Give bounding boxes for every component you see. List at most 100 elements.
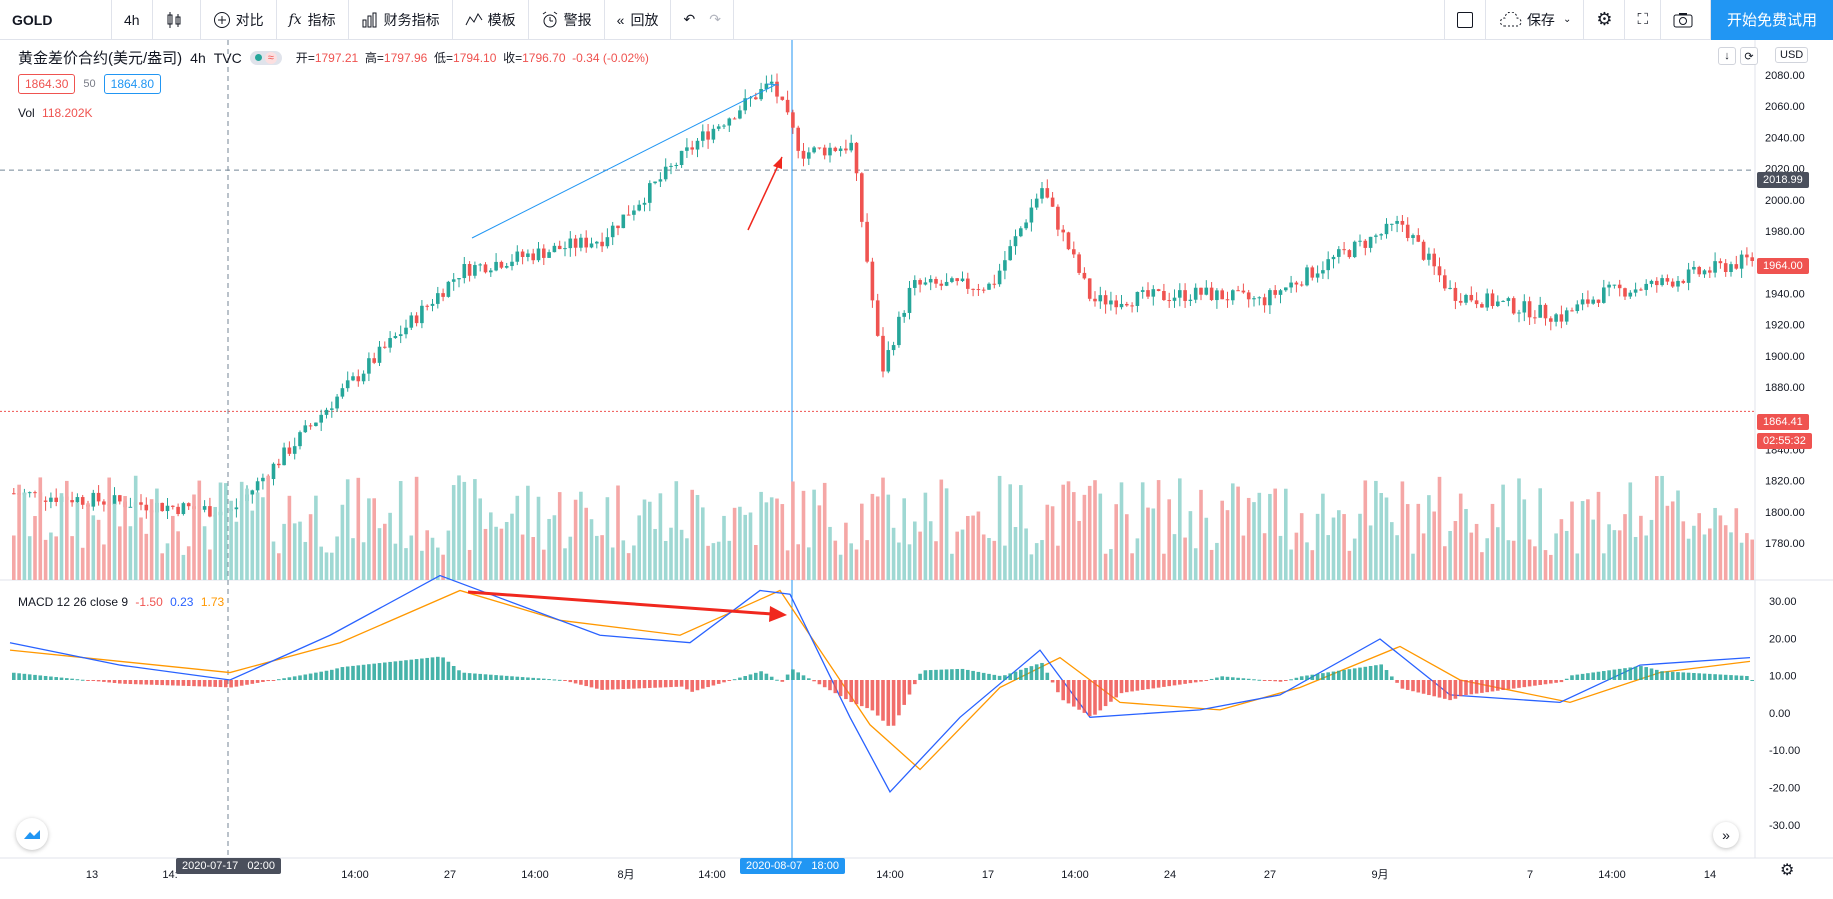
candle-body: [1140, 290, 1145, 292]
undo-icon[interactable]: ↶: [683, 11, 696, 27]
candle-body: [971, 288, 975, 290]
candle-body: [1596, 299, 1601, 303]
macd-histogram-bar: [807, 678, 811, 680]
macd-histogram-bar: [1458, 680, 1463, 697]
candle-body: [913, 280, 917, 288]
candle-body: [743, 98, 747, 111]
symbol-search-button[interactable]: GOLD: [0, 0, 112, 40]
macd-divergence-arrowhead: [769, 606, 787, 622]
macd-histogram-bar: [573, 680, 578, 684]
candle-body: [54, 497, 58, 502]
volume-bar: [1321, 493, 1325, 580]
chart-canvas[interactable]: 2080.002060.002040.002020.002000.001980.…: [0, 40, 1833, 899]
volume-bar: [489, 512, 493, 580]
interval-button[interactable]: 4h: [112, 0, 153, 40]
volume-bar: [504, 521, 509, 580]
macd-histogram-bar: [70, 678, 74, 680]
macd-histogram-bar: [398, 660, 403, 680]
chart-style-button[interactable]: [153, 0, 201, 40]
volume-bar: [213, 506, 217, 580]
candle-body: [727, 118, 732, 126]
change-value: -0.34 (-0.02%): [572, 51, 649, 65]
macd-histogram-bar: [934, 669, 938, 680]
candle-body: [277, 463, 281, 466]
macd-histogram-bar: [1660, 671, 1664, 680]
volume-bar: [33, 516, 37, 580]
candle-body: [918, 280, 922, 285]
volume-bar: [1140, 482, 1145, 580]
macd-histogram-bar: [955, 668, 959, 680]
macd-histogram-bar: [1702, 673, 1707, 680]
volume-bar: [351, 538, 355, 580]
scale-arrow-button[interactable]: ↓: [1718, 47, 1736, 65]
macd-histogram-bar: [139, 680, 143, 685]
sell-price-button[interactable]: 1864.30: [18, 74, 76, 94]
volume-bar: [1427, 495, 1431, 580]
candle-body: [1421, 241, 1426, 260]
candle-body: [976, 289, 981, 291]
volume-bar: [1586, 499, 1590, 580]
candle-body: [367, 358, 371, 374]
candle-body: [1602, 287, 1606, 303]
macd-histogram-bar: [144, 680, 149, 685]
volume-bar: [838, 554, 843, 580]
replay-button[interactable]: « 回放: [605, 0, 672, 40]
volume-bar: [282, 523, 286, 580]
time-tick-label: 14: [1704, 869, 1716, 881]
candle-body: [1464, 294, 1468, 303]
macd-histogram-bar: [330, 669, 334, 680]
candle-body: [489, 270, 493, 273]
scroll-to-realtime-button[interactable]: »: [1713, 822, 1739, 848]
tradingview-logo[interactable]: [16, 818, 48, 850]
layout-button[interactable]: [1443, 0, 1486, 40]
candle-body: [1559, 314, 1564, 322]
axis-settings-button[interactable]: ⚙: [1780, 860, 1794, 880]
candle-body: [1352, 241, 1357, 258]
candle-body: [1708, 270, 1712, 273]
volume-bar: [1639, 515, 1643, 580]
save-button[interactable]: 保存 ⌄: [1486, 0, 1585, 40]
volume-bar: [1734, 508, 1739, 580]
candle-body: [356, 376, 361, 382]
volume-bar: [950, 553, 954, 580]
volume-bar: [891, 527, 896, 580]
volume-bar: [844, 522, 848, 580]
currency-badge[interactable]: USD: [1775, 47, 1809, 63]
macd-histogram-bar: [1692, 672, 1696, 680]
redo-icon[interactable]: ↷: [709, 11, 721, 27]
macd-histogram-bar: [1559, 680, 1564, 683]
macd-histogram-bar: [467, 673, 472, 680]
candle-body: [1273, 290, 1277, 295]
candle-body: [1739, 254, 1744, 269]
volume-bar: [600, 535, 604, 580]
volume-bar: [1416, 503, 1421, 580]
candle-body: [1570, 310, 1574, 312]
buy-price-button[interactable]: 1864.80: [103, 74, 162, 94]
macd-histogram-bar: [335, 668, 339, 680]
candle-body: [870, 261, 875, 301]
candle-body: [314, 422, 318, 426]
macd-histogram-bar: [1156, 680, 1161, 688]
macd-histogram-bar: [446, 661, 451, 680]
macd-histogram-bar: [1649, 668, 1654, 680]
financials-button[interactable]: 财务指标: [349, 0, 453, 40]
candle-body: [80, 497, 85, 505]
volume-bar: [796, 544, 800, 580]
macd-histogram-bar: [1098, 680, 1103, 711]
candle-body: [1321, 270, 1325, 274]
price-tick-label: 1980.00: [1765, 226, 1805, 238]
templates-button[interactable]: 模板: [453, 0, 529, 40]
fullscreen-button[interactable]: ⛶: [1625, 0, 1661, 40]
start-free-trial-button[interactable]: 开始免费试用: [1710, 0, 1833, 40]
settings-button[interactable]: ⚙: [1584, 0, 1626, 40]
macd-histogram-bar: [1469, 680, 1474, 695]
candle-body: [674, 165, 679, 167]
legend-status-badge[interactable]: ≈: [249, 50, 282, 65]
alerts-button[interactable]: 警报: [529, 0, 605, 40]
volume-bar: [102, 544, 106, 580]
snapshot-button[interactable]: [1661, 0, 1711, 40]
compare-button[interactable]: 对比: [201, 0, 277, 40]
auto-scale-button[interactable]: ⟳: [1740, 47, 1758, 65]
indicators-button[interactable]: fx 指标: [277, 0, 349, 40]
candle-body: [1395, 220, 1399, 224]
